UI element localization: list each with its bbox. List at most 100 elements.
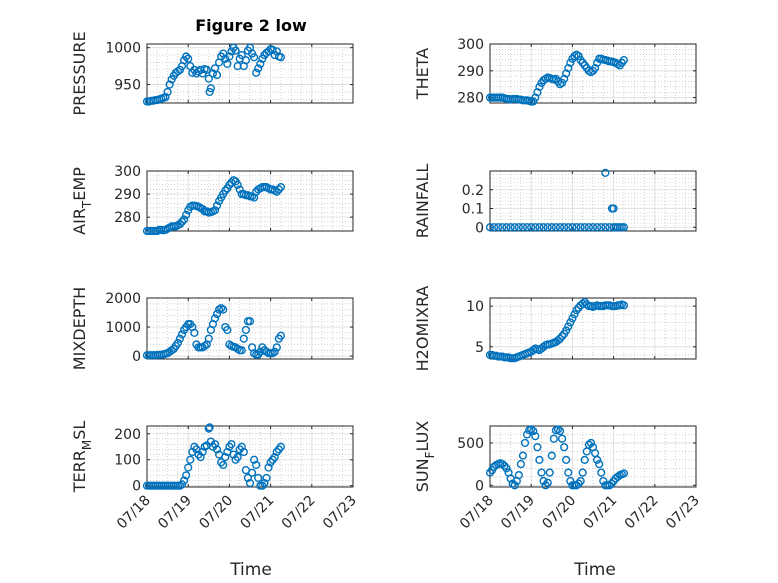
data-point [535, 223, 544, 232]
subplot-rainfall: 0 0.1 0.2 RAINFALL [413, 164, 697, 239]
y-tick-label: 300 [114, 164, 141, 180]
data-point [599, 476, 608, 486]
data-point [490, 462, 499, 471]
data-point [184, 463, 193, 472]
data-point [557, 332, 567, 341]
data-point [212, 70, 222, 80]
data-point [217, 304, 226, 313]
data-point [177, 330, 187, 339]
data-point [562, 69, 571, 78]
data-point [205, 87, 214, 97]
y-tick-label: 5 [475, 340, 484, 356]
data-point [198, 447, 207, 457]
data-point [522, 223, 532, 232]
data-point [175, 334, 185, 343]
subplot-air: 280 290 300 AIRTEMP [70, 164, 354, 236]
axes-box [489, 297, 697, 360]
y-tick-label: 500 [457, 436, 484, 452]
data-point [177, 217, 187, 226]
y-tick-label: 1000 [105, 41, 141, 57]
axes-box [489, 43, 697, 104]
data-point [227, 440, 236, 449]
data-point [210, 206, 220, 215]
y-axis-label: RAINFALL [413, 164, 432, 239]
data-point [560, 443, 569, 452]
data-point [241, 325, 250, 335]
data-point [506, 223, 515, 232]
data-point [231, 46, 240, 55]
data-point [254, 64, 263, 73]
data-point [619, 223, 629, 232]
x-tick-label: 07/23 [320, 493, 360, 533]
data-point [239, 447, 248, 457]
data-point [212, 201, 222, 210]
data-point [605, 481, 614, 490]
data-point [237, 346, 246, 355]
x-tick-label: 07/19 [498, 493, 538, 533]
data-point [274, 185, 283, 194]
data-point [539, 223, 548, 232]
data-point [225, 180, 234, 189]
data-point [510, 481, 519, 490]
data-point [543, 478, 552, 487]
data-point [527, 425, 536, 434]
axes-box [146, 297, 354, 360]
data-point [250, 53, 259, 62]
y-axis-label: THETA [413, 48, 432, 100]
data-point [250, 455, 259, 464]
data-point [578, 468, 587, 477]
data-point [535, 455, 544, 464]
data-point [572, 223, 581, 232]
data-point [543, 223, 552, 232]
y-axis-label: PRESSURE [70, 31, 89, 115]
data-point [494, 223, 503, 232]
data-point [564, 468, 573, 477]
y-axis-label-sub: M [80, 440, 94, 450]
data-point [198, 204, 207, 214]
data-point [572, 481, 581, 490]
data-point [179, 476, 189, 485]
y-tick-label: 280 [457, 91, 484, 107]
data-point [276, 442, 286, 451]
data-point [498, 460, 507, 469]
data-point [568, 314, 577, 323]
data-point [527, 223, 536, 232]
x-tick-label: 07/18 [457, 493, 497, 533]
data-point [245, 479, 255, 488]
data-point [212, 445, 222, 454]
data-point [584, 223, 593, 232]
data-point [276, 53, 286, 62]
data-point [568, 223, 577, 232]
figure-title: Figure 2 low [195, 16, 307, 35]
y-axis-label-main: AIR [70, 208, 89, 235]
data-point [256, 59, 265, 69]
data-point [485, 223, 495, 232]
y-axis-label-main: TERR [70, 450, 89, 493]
y-tick-label: 10 [466, 299, 484, 315]
data-point [547, 451, 556, 460]
data-point [574, 303, 583, 312]
data-point [593, 455, 602, 464]
data-point [190, 328, 199, 337]
data-point [537, 468, 546, 477]
y-axis-label: SUNFLUX [413, 421, 437, 493]
data-point [165, 80, 174, 89]
y-tick-label: 300 [457, 37, 484, 53]
y-tick-label: 2000 [105, 291, 141, 307]
data-point [514, 223, 523, 232]
y-tick-label: 0 [132, 349, 141, 365]
data-point [580, 455, 589, 464]
y-tick-label: 280 [114, 210, 141, 226]
data-point [502, 464, 511, 473]
data-point [490, 223, 499, 232]
x-tick-label: 07/20 [539, 493, 579, 533]
data-point [210, 314, 220, 323]
y-axis-label-rest: SL [70, 421, 89, 440]
y-axis-label-main: MIXDEPTH [70, 287, 89, 370]
data-point [564, 322, 573, 331]
x-tick-label: 07/23 [663, 493, 703, 533]
data-point [518, 451, 528, 460]
data-point [601, 168, 610, 177]
x-axis-label-left: Time [229, 560, 272, 580]
